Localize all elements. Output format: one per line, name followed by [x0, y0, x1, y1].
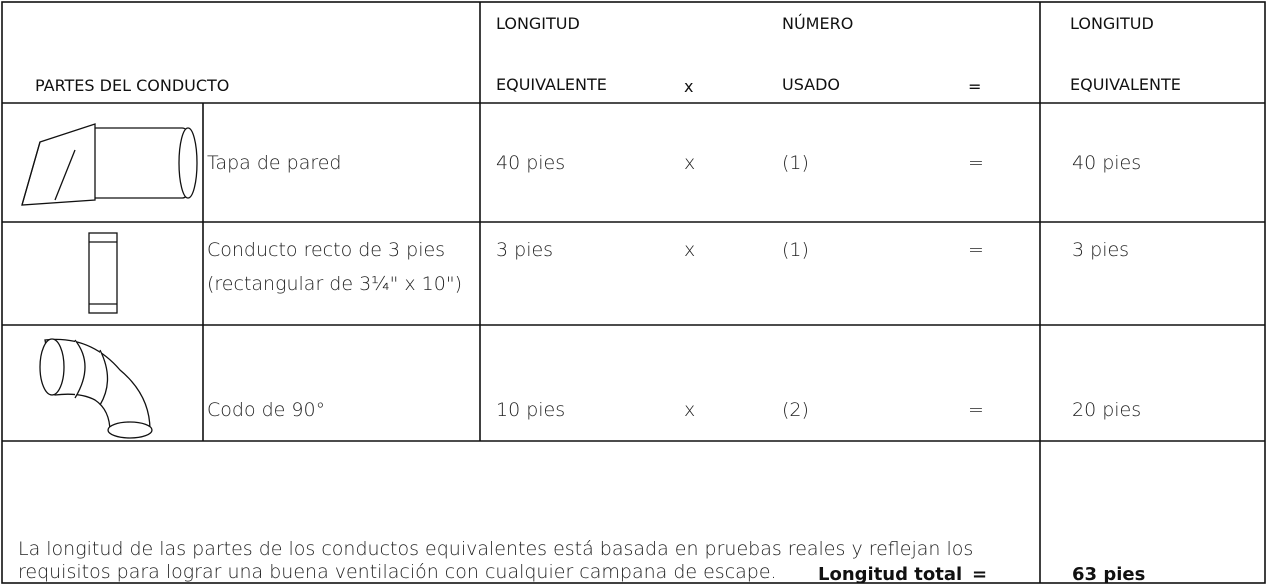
total-label: Longitud total	[818, 564, 962, 585]
length: 3 pies	[496, 239, 553, 261]
total: 3 pies	[1072, 239, 1129, 261]
rows: Tapa de pared 40 pies x (1) = 40 pies Conducto…	[207, 152, 1141, 421]
elbow-icon	[39, 338, 153, 439]
straight-duct-icon	[88, 232, 118, 314]
times: x	[684, 239, 695, 261]
header-label: EQUIVALENTE	[496, 75, 607, 94]
wall-cap-icon	[21, 123, 198, 206]
part-name: Conducto recto de 3 pies	[207, 239, 445, 261]
header-label: LONGITUD	[496, 14, 580, 33]
header-label: USADO	[782, 75, 840, 94]
equals: =	[968, 152, 984, 174]
times: x	[684, 152, 695, 174]
equals: =	[968, 399, 984, 421]
header: PARTES DEL CONDUCTO LONGITUD EQUIVALENTE…	[35, 14, 1181, 96]
count: (1)	[782, 239, 809, 261]
count: (2)	[782, 399, 809, 421]
length: 40 pies	[496, 152, 565, 174]
total-value: 63 pies	[1072, 564, 1145, 585]
total-equals: =	[972, 564, 987, 585]
part-name: (rectangular de 3¼" x 10")	[207, 273, 462, 295]
footer-note: requisitos para lograr una buena ventila…	[18, 561, 777, 583]
header-label: EQUIVALENTE	[1070, 75, 1181, 94]
header-label: x	[684, 77, 693, 96]
length: 10 pies	[496, 399, 565, 421]
times: x	[684, 399, 695, 421]
equals: =	[968, 239, 984, 261]
header-label: =	[968, 77, 981, 96]
part-name: Tapa de pared	[207, 152, 341, 174]
header-label: PARTES DEL CONDUCTO	[35, 76, 229, 95]
total: 40 pies	[1072, 152, 1141, 174]
footer-note: La longitud de las partes de los conduct…	[18, 538, 973, 560]
header-label: NÚMERO	[782, 14, 853, 33]
part-name: Codo de 90°	[207, 399, 325, 421]
footer: La longitud de las partes de los conduct…	[18, 538, 1145, 585]
total: 20 pies	[1072, 399, 1141, 421]
header-label: LONGITUD	[1070, 14, 1154, 33]
count: (1)	[782, 152, 809, 174]
